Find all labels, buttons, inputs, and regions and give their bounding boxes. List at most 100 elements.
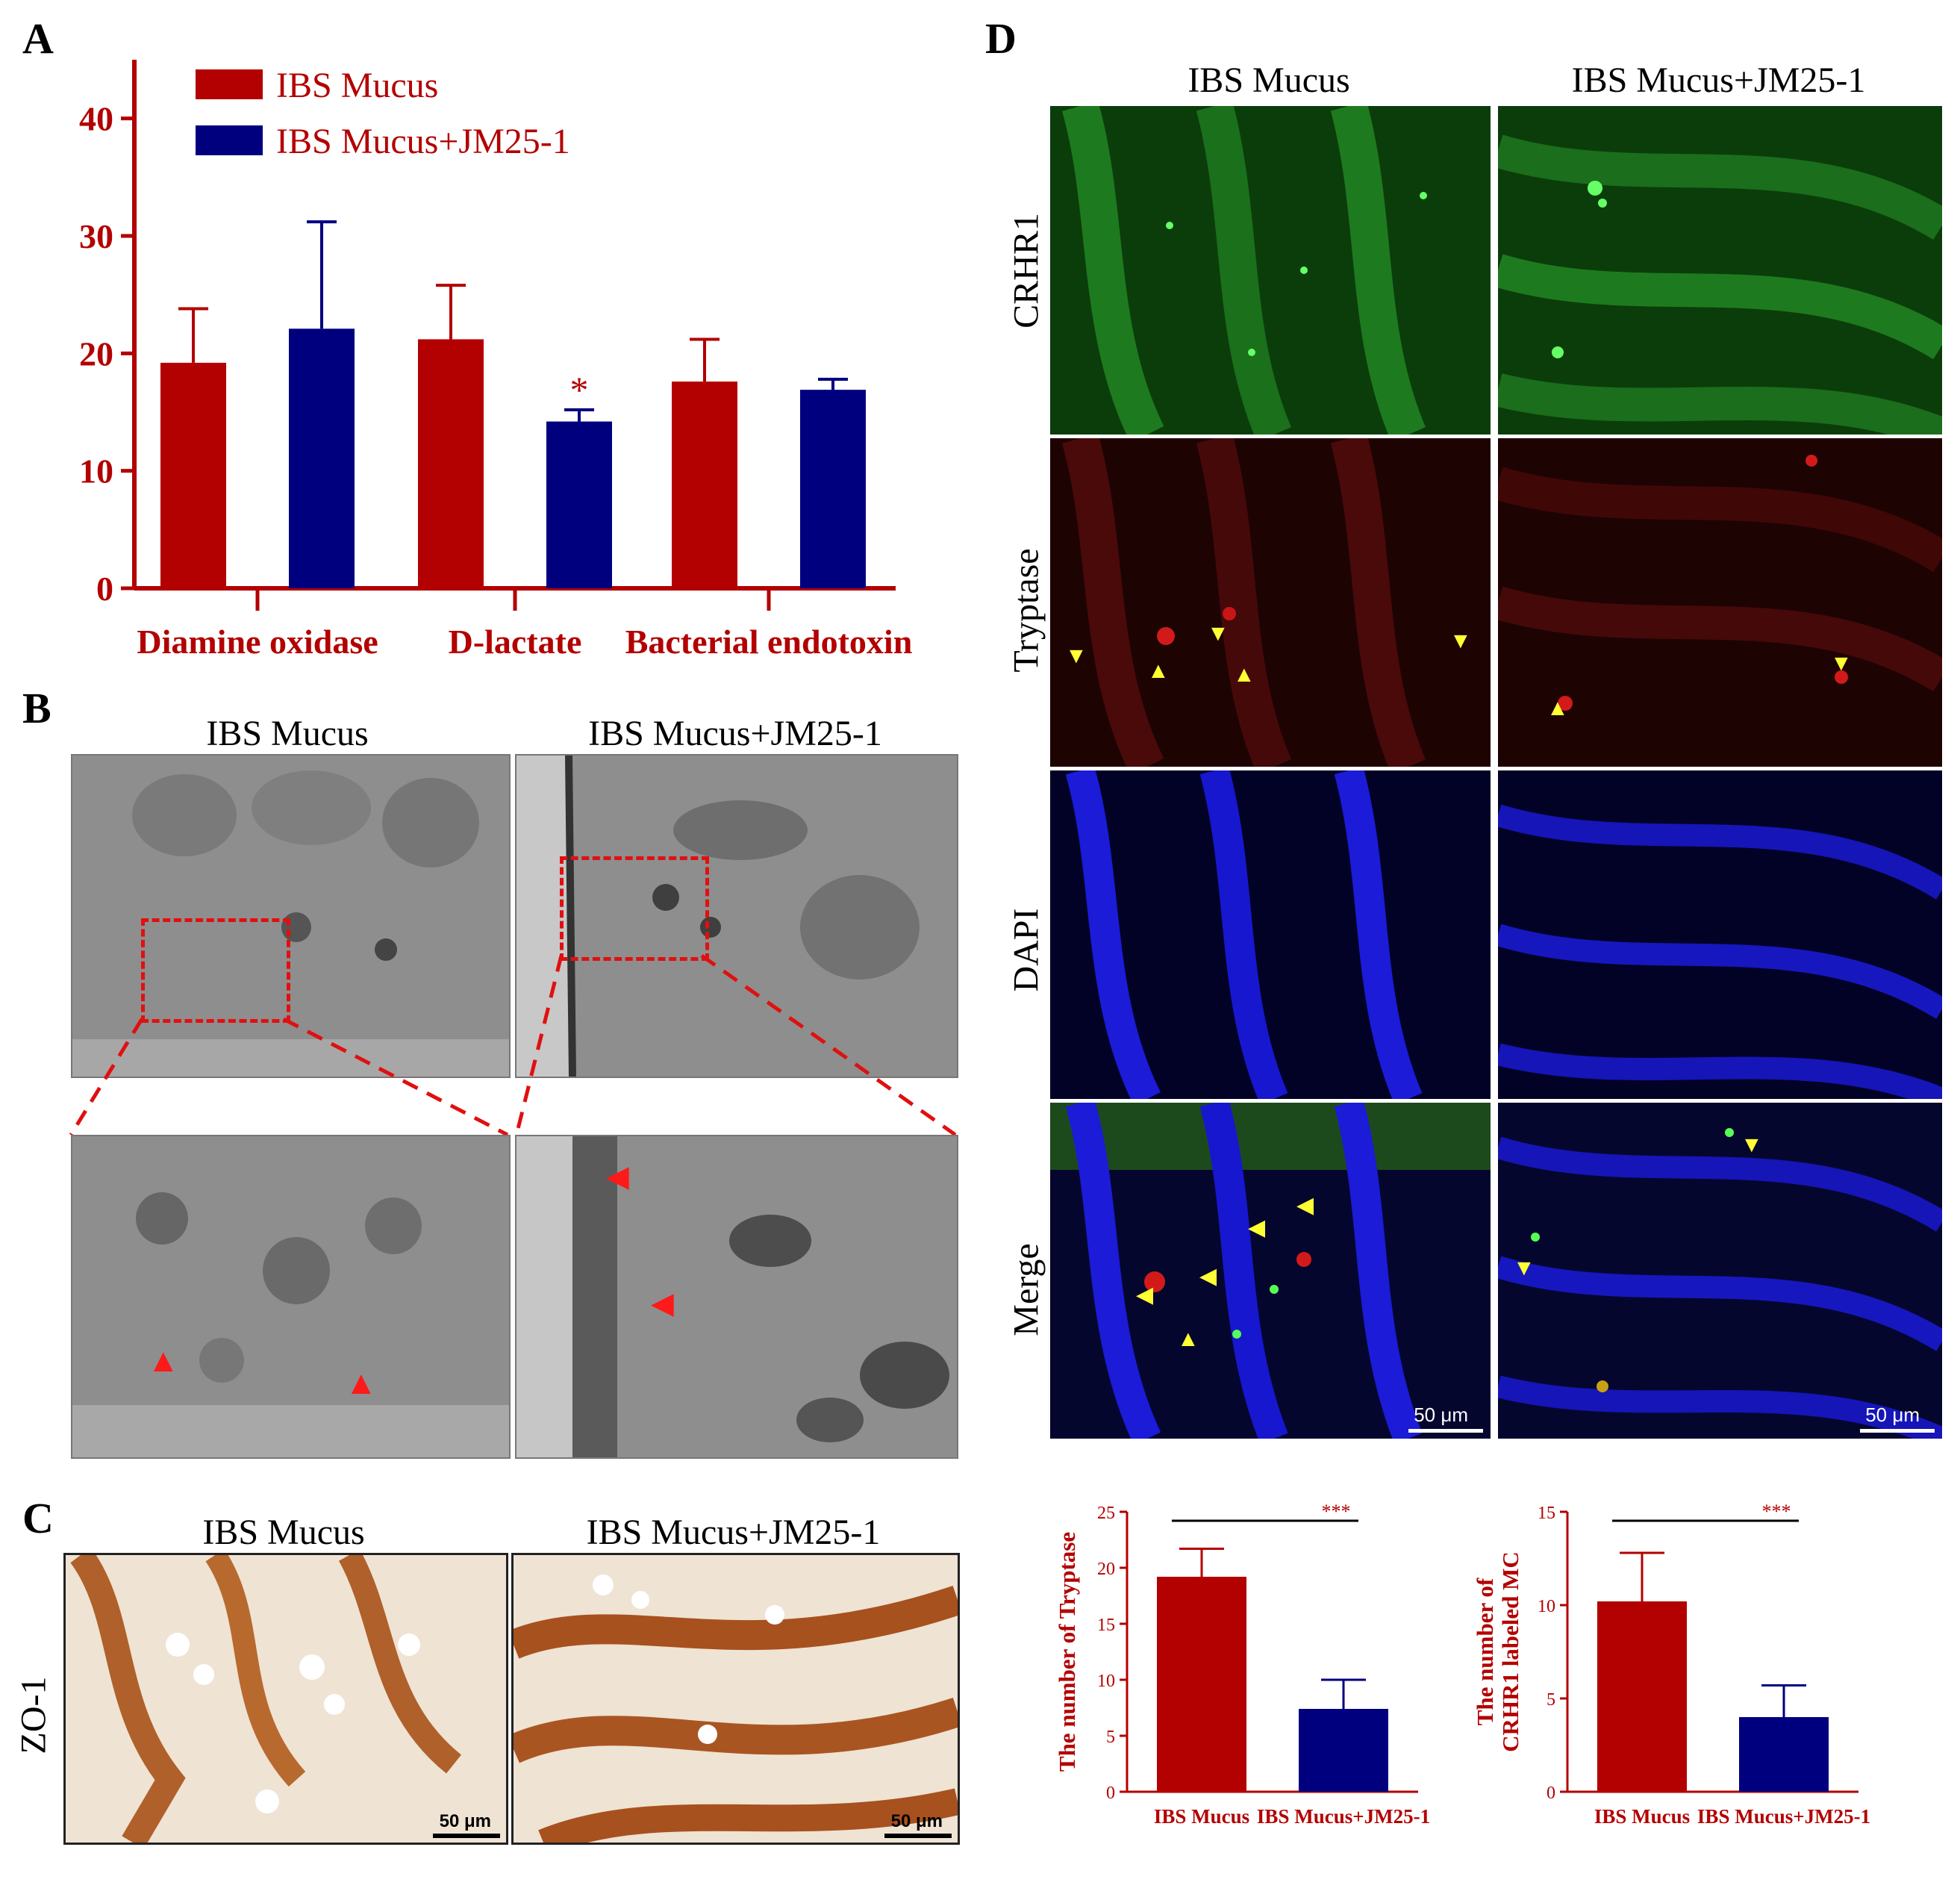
zoom-box-jm: [560, 856, 709, 961]
panel-d-row-label-tryptase: Tryptase: [1006, 548, 1046, 673]
scale-bar-d2: [1860, 1429, 1935, 1433]
panel-d-title-ibs: IBS Mucus: [1187, 60, 1350, 100]
y-tick-label: 20: [79, 334, 113, 373]
yellow-arrowhead-icon: ▼: [1741, 1133, 1763, 1157]
bar-jm: [546, 421, 612, 588]
x-tick-label: D-lactate: [449, 623, 582, 661]
y-axis-label-group: The number of CRHR1 labeled MC: [1472, 1551, 1523, 1752]
legend-swatch-jm: [196, 125, 263, 155]
yellow-arrowhead-icon: ▲: [1177, 1327, 1199, 1351]
panel-b-title-ibs: IBS Mucus: [206, 714, 369, 753]
panel-d-title-jm: IBS Mucus+JM25-1: [1571, 60, 1866, 100]
panel-c-title-ibs: IBS Mucus: [202, 1513, 365, 1552]
scale-label-d1: 50 μm: [1414, 1404, 1468, 1426]
if-merge-ibs: ◀ ▲ ◀ ◀ ◀ 50 μm: [1049, 1101, 1492, 1440]
chart-tryptase: 0 5 10 15 20 25 IBS Mucus IBS Mucus+JM25-1 *** Th…: [1054, 1501, 1430, 1828]
yellow-arrowhead-icon: ▼: [1207, 621, 1229, 646]
if-crhr1-jm: [1496, 105, 1944, 436]
y-tick-label: 20: [1097, 1560, 1115, 1579]
x-tick-label: IBS Mucus+JM25-1: [1697, 1805, 1870, 1828]
x-tick-label: IBS Mucus: [1594, 1805, 1690, 1828]
bar-ibs: [1157, 1577, 1246, 1792]
bar-ibs: [418, 339, 484, 588]
panel-letter-d: D: [985, 14, 1017, 63]
y-tick-label: 0: [96, 570, 113, 608]
zoom-box-ibs: [141, 918, 290, 1023]
yellow-arrowhead-icon: ▼: [1065, 644, 1087, 668]
tem-image-ibs-high: ▲ ▲: [71, 1135, 511, 1459]
yellow-arrowhead-icon: ▲: [1547, 696, 1569, 720]
red-arrow-jm-1: ◀: [606, 1159, 629, 1193]
yellow-arrowhead-icon: ▲: [1233, 662, 1255, 687]
yellow-arrowhead-icon: ▼: [1449, 629, 1472, 653]
scale-bar-d1: [1408, 1429, 1483, 1433]
zoom-connector-lines: [69, 953, 957, 1137]
significance-label: ***: [1762, 1501, 1791, 1522]
red-arrow-ibs-2: ▲: [345, 1365, 378, 1401]
scale-bar-c1: [433, 1834, 500, 1838]
scale-label-d2: 50 μm: [1865, 1404, 1920, 1426]
bar-ibs: [1597, 1601, 1687, 1792]
y-tick-label: 25: [1097, 1504, 1115, 1523]
y-tick-label: 15: [1097, 1616, 1115, 1635]
legend-swatch-ibs: [196, 69, 263, 99]
y-tick-label: 5: [1547, 1690, 1555, 1710]
x-tick-label: Diamine oxidase: [137, 623, 378, 661]
ihc-image-ibs: 50 μm: [63, 1553, 508, 1845]
scale-label-c2: 50 μm: [890, 1811, 943, 1831]
x-tick-label: Bacterial endotoxin: [625, 623, 913, 661]
panel-letter-a: A: [22, 14, 54, 63]
yellow-arrowhead-icon: ◀: [1296, 1193, 1314, 1218]
panel-d-row-label-merge: Merge: [1006, 1243, 1046, 1336]
yellow-arrowhead-icon: ◀: [1199, 1264, 1217, 1289]
yellow-arrowhead-icon: ◀: [1136, 1283, 1154, 1307]
panel-letter-b: B: [22, 684, 52, 732]
y-tick-label: 15: [1538, 1504, 1555, 1523]
tem-image-jm-low: [515, 754, 958, 1078]
bar-jm: [1299, 1709, 1388, 1792]
tem-image-jm-high: ◀ ◀: [515, 1135, 958, 1459]
if-tryptase-jm: ▲ ▼: [1496, 437, 1944, 768]
y-tick-label: 0: [1106, 1784, 1115, 1803]
y-tick-label: 10: [79, 452, 113, 490]
bar-ibs: [160, 362, 226, 588]
y-axis-label: CRHR1 labeled MC: [1497, 1551, 1523, 1752]
if-crhr1-ibs: [1049, 105, 1492, 436]
bar-ibs: [672, 381, 737, 588]
panel-c-row-label: ZO-1: [13, 1676, 54, 1754]
if-dapi-ibs: [1049, 769, 1492, 1100]
red-arrow-jm-2: ◀: [651, 1286, 674, 1320]
y-tick-label: 10: [1538, 1597, 1555, 1616]
y-axis-label-group: The number of Tryptase: [1054, 1532, 1080, 1772]
chart-crhr1: 0 5 10 15 IBS Mucus IBS Mucus+JM25-1 *** The nu…: [1472, 1501, 1870, 1828]
bar-jm: [1739, 1717, 1829, 1792]
y-axis-label: The number of: [1472, 1577, 1498, 1725]
significance-label: ***: [1322, 1501, 1351, 1522]
y-axis-label: The number of Tryptase: [1054, 1532, 1080, 1772]
legend-label: IBS Mucus: [276, 66, 438, 105]
bar-jm: [289, 328, 355, 588]
x-tick-label: IBS Mucus: [1154, 1805, 1249, 1828]
y-tick-label: 0: [1547, 1784, 1555, 1803]
significance-asterisk: *: [570, 369, 589, 411]
panel-letter-c: C: [22, 1494, 54, 1542]
panel-d-row-label-dapi: DAPI: [1006, 908, 1046, 992]
chart-a: 0 10 20 30 40 Diamine oxidase D-lactate Bacteri…: [79, 60, 913, 661]
ihc-image-jm: 50 μm: [511, 1553, 960, 1845]
legend-label: IBS Mucus+JM25-1: [276, 122, 570, 161]
panel-c-title-jm: IBS Mucus+JM25-1: [586, 1513, 881, 1552]
y-tick-label: 10: [1097, 1672, 1115, 1691]
yellow-arrowhead-icon: ▲: [1147, 658, 1170, 683]
x-tick-label: IBS Mucus+JM25-1: [1257, 1805, 1430, 1828]
if-merge-jm: ▼ ▼ 50 μm: [1496, 1101, 1944, 1440]
tem-image-ibs-low: [71, 754, 511, 1078]
yellow-arrowhead-icon: ▼: [1830, 651, 1853, 676]
if-tryptase-ibs: ▼ ▲ ▼ ▲ ▼: [1049, 437, 1492, 768]
panel-b-title-jm: IBS Mucus+JM25-1: [588, 714, 882, 753]
y-tick-label: 40: [79, 100, 113, 138]
if-dapi-jm: [1496, 769, 1944, 1100]
y-tick-label: 5: [1106, 1728, 1115, 1747]
scale-label-c1: 50 μm: [439, 1811, 491, 1831]
y-tick-label: 30: [79, 217, 113, 255]
yellow-arrowhead-icon: ▼: [1513, 1256, 1535, 1280]
